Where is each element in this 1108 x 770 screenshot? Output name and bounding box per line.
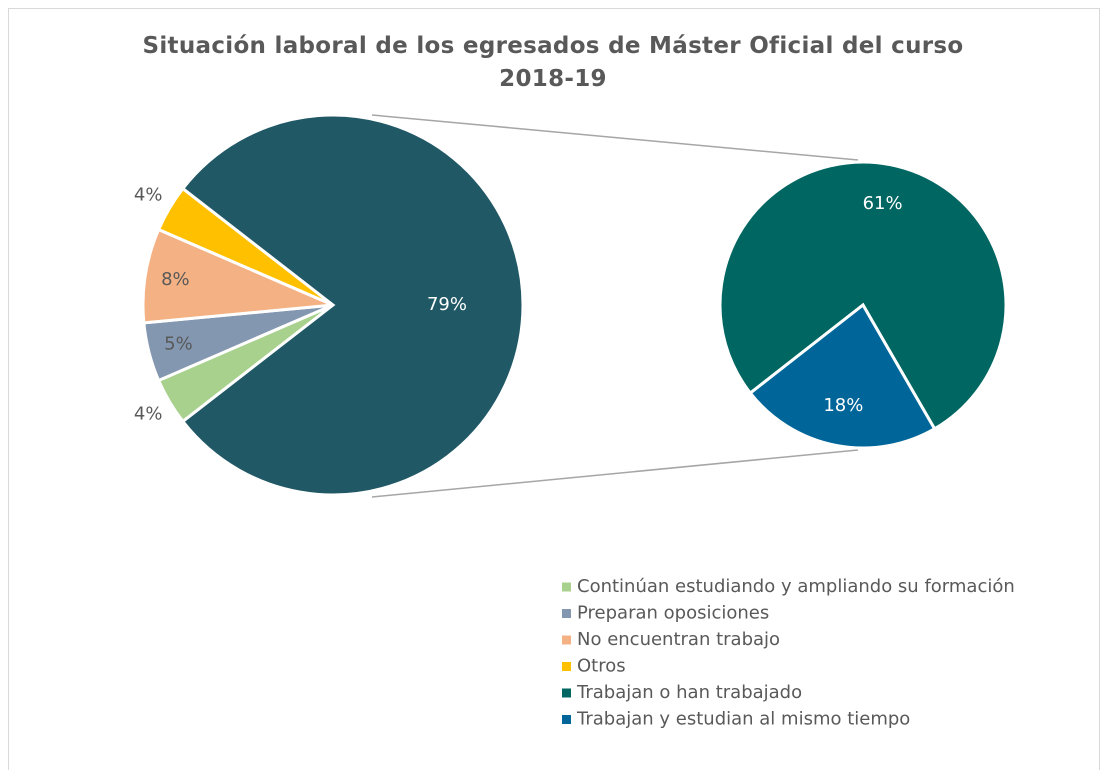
data-label: 4% — [134, 185, 163, 206]
legend-label: Trabajan y estudian al mismo tiempo — [576, 709, 910, 730]
legend-label: Preparan oposiciones — [577, 603, 769, 624]
data-label: 5% — [164, 334, 193, 355]
chart-title: Situación laboral de los egresados de Má… — [142, 33, 964, 92]
pie-slice — [718, 160, 1008, 431]
chart-border — [8, 8, 1100, 770]
data-label: 18% — [823, 395, 863, 416]
pie-slice — [180, 113, 525, 497]
legend-label: Otros — [577, 656, 626, 677]
pie-slice — [748, 302, 937, 450]
connector-line — [371, 449, 859, 498]
data-label: 4% — [134, 403, 163, 424]
legend-label: Trabajan o han trabajado — [576, 682, 802, 703]
legend-swatch — [562, 609, 571, 618]
data-label: 61% — [863, 193, 903, 214]
legend-swatch — [562, 635, 571, 645]
data-label: 8% — [161, 269, 190, 290]
connector-line — [371, 114, 859, 161]
legend-swatch — [562, 715, 571, 724]
legend-label: No encuentran trabajo — [577, 629, 780, 650]
legend-swatch — [562, 582, 571, 592]
legend-label: Continúan estudiando y ampliando su form… — [577, 576, 1015, 597]
legend-swatch — [562, 662, 571, 671]
data-label: 79% — [427, 294, 467, 315]
legend-swatch — [562, 688, 571, 698]
pie-slice — [141, 227, 334, 325]
